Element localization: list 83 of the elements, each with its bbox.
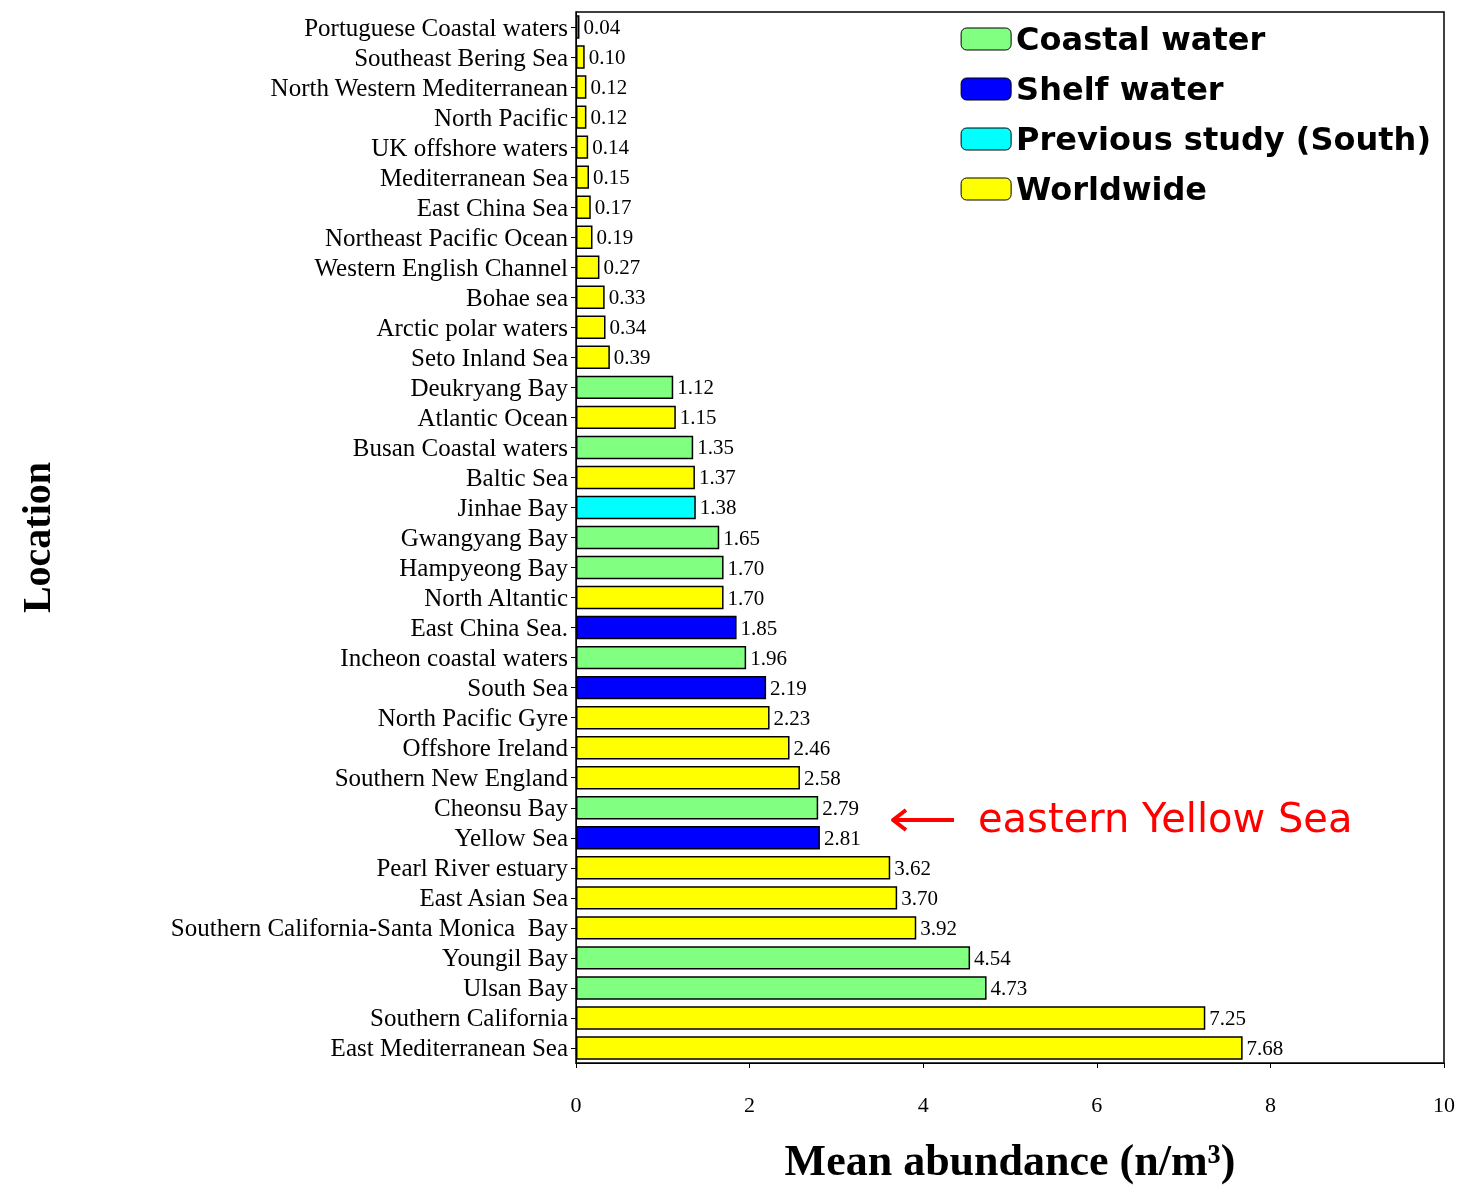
y-axis-title: Location [13,461,59,614]
data-label: 4.54 [974,945,1012,970]
y-tick-label: Arctic polar waters [376,313,568,341]
data-label: 1.65 [723,525,760,550]
y-tick-label: North Pacific Gyre [377,704,568,732]
legend-label: Worldwide [1016,170,1208,208]
x-tick-label: 10 [1433,1091,1455,1117]
data-label: 2.79 [822,795,859,820]
legend-label: Coastal water [1016,20,1266,58]
y-tick-label: South Sea [467,674,568,702]
y-tick-label: North Western Mediterranean [270,73,569,101]
x-tick-label: 0 [570,1091,582,1117]
data-label: 4.73 [990,975,1028,1000]
data-label: 7.25 [1209,1005,1247,1030]
y-tick-label: Southern California [370,1004,568,1032]
data-label: 0.17 [594,195,632,220]
y-tick-label: Southern California-Santa Monica Bay [170,914,569,942]
y-tick-label: Busan Coastal waters [352,433,568,461]
data-label: 0.14 [592,135,630,160]
y-tick-label: East Mediterranean Sea [330,1034,568,1062]
y-tick-label: Southern New England [334,764,569,792]
y-tick-label: East Asian Sea [419,884,568,912]
legend-label: Previous study (South) [1016,120,1431,158]
y-tick-label: Western English Channel [314,253,569,281]
y-tick-label: Yellow Sea [454,824,568,852]
data-label: 2.19 [770,675,807,700]
x-tick-label: 6 [1091,1091,1103,1117]
data-label: 2.46 [793,735,831,760]
y-tick-label: Hampyeong Bay [399,554,569,582]
data-label: 2.58 [803,765,841,790]
data-label: 3.92 [920,915,958,940]
data-label: 7.68 [1246,1035,1284,1060]
y-tick-label: Ulsan Bay [463,974,569,1002]
data-label: 1.70 [727,585,765,610]
data-label: 0.39 [613,345,651,370]
data-label: 3.70 [901,885,938,910]
data-label: 0.12 [590,105,628,130]
data-label: 1.38 [699,495,737,520]
data-label: 1.12 [677,375,714,400]
annotation: eastern Yellow Sea [978,795,1353,841]
data-label: 1.15 [679,405,717,430]
y-tick-label: Northeast Pacific Ocean [325,223,569,251]
data-label: 1.96 [750,645,787,670]
y-tick-label: Incheon coastal waters [340,644,568,672]
y-tick-label: Portuguese Coastal waters [304,13,568,41]
y-tick-label: Pearl River estuary [376,854,569,882]
data-label: 2.81 [823,825,861,850]
y-tick-label: Mediterranean Sea [379,163,568,191]
y-tick-label: North Altantic [424,584,568,612]
y-tick-label: Southeast Bering Sea [354,43,568,71]
data-label: 0.34 [609,315,647,340]
data-label: 2.23 [773,705,811,730]
data-label: 0.33 [608,285,646,310]
data-label: 3.62 [894,855,931,880]
y-tick-label: Deukryang Bay [410,373,569,401]
data-label: 0.27 [603,255,641,280]
data-label: 1.70 [727,555,765,580]
x-axis-title: Mean abundance (n/m³) [784,1135,1236,1185]
x-tick-label: 2 [744,1091,756,1117]
y-tick-label: Bohae sea [465,283,568,311]
data-label: 0.19 [596,225,634,250]
y-tick-label: North Pacific [434,103,568,131]
y-tick-label: Baltic Sea [465,463,568,491]
legend-label: Shelf water [1016,70,1224,108]
data-label: 0.15 [593,165,630,190]
x-tick-label: 8 [1264,1091,1276,1117]
data-label: 1.35 [697,435,734,460]
data-label: 1.85 [740,615,778,640]
y-tick-label: UK offshore waters [371,133,568,161]
y-tick-label: Gwangyang Bay [400,524,569,551]
y-tick-label: East China Sea [416,193,568,221]
y-tick-label: Cheonsu Bay [433,794,569,822]
y-tick-label: Youngil Bay [442,944,569,972]
y-tick-label: Offshore Ireland [402,734,569,762]
data-label: 1.37 [698,465,736,490]
y-tick-label: Seto Inland Sea [411,343,568,371]
y-tick-label: Jinhae Bay [457,493,569,521]
y-tick-label: Atlantic Ocean [417,403,569,431]
data-label: 0.12 [590,75,628,100]
data-label: 0.04 [583,15,621,40]
y-tick-label: East China Sea. [410,614,568,642]
data-label: 0.10 [588,45,626,70]
x-tick-label: 4 [917,1091,929,1117]
